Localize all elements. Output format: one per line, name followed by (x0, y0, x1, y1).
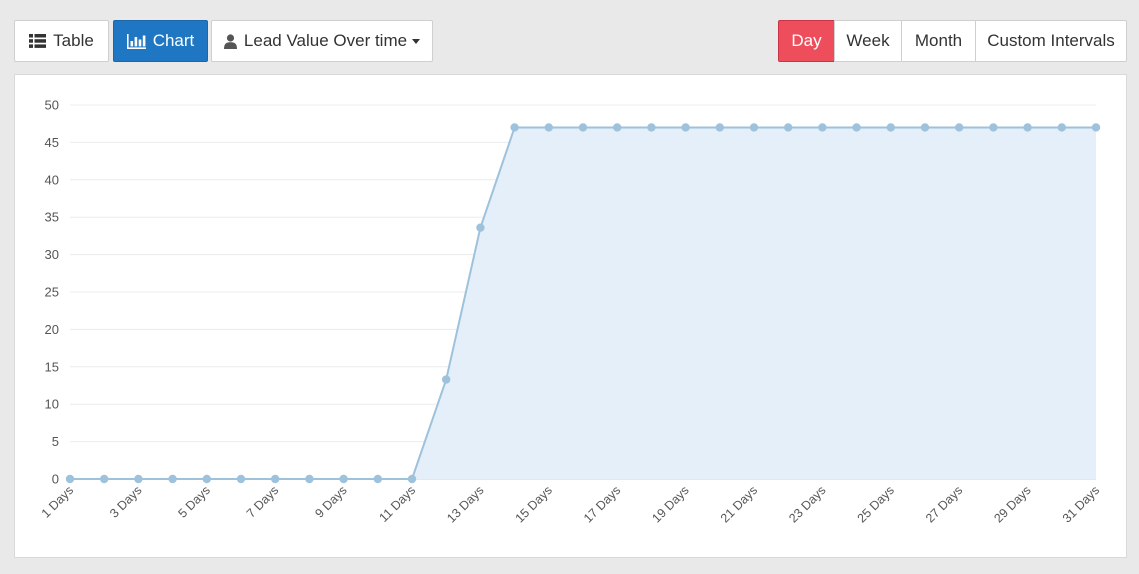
data-point[interactable] (305, 474, 314, 484)
x-tick-label: 25 Days (855, 483, 897, 525)
data-point[interactable] (647, 123, 656, 132)
y-tick-label: 20 (45, 322, 59, 337)
data-point[interactable] (168, 474, 177, 484)
data-point[interactable] (510, 123, 519, 132)
interval-selector: Day Week Month Custom Intervals (778, 20, 1127, 62)
user-icon (223, 33, 237, 49)
data-point[interactable] (476, 223, 485, 232)
data-point[interactable] (100, 474, 109, 484)
x-tick-label: 15 Days (513, 483, 555, 525)
data-point[interactable] (613, 123, 622, 132)
data-point[interactable] (989, 123, 998, 132)
y-tick-label: 25 (45, 285, 59, 300)
y-tick-label: 35 (45, 210, 59, 225)
x-tick-label: 13 Days (444, 483, 486, 525)
y-tick-label: 5 (52, 434, 59, 449)
metric-dropdown[interactable]: Lead Value Over time (211, 20, 433, 62)
list-icon (29, 34, 47, 48)
table-view-label: Table (53, 31, 94, 50)
x-tick-label: 19 Days (649, 483, 691, 525)
y-tick-label: 45 (45, 135, 59, 150)
interval-month-button[interactable]: Month (901, 20, 976, 62)
y-axis-ticks: 0 5 10 15 20 25 30 35 40 45 50 (45, 98, 59, 487)
x-tick-label: 5 Days (176, 483, 213, 520)
interval-day-button[interactable]: Day (778, 20, 835, 62)
x-tick-label: 21 Days (718, 483, 760, 525)
data-point[interactable] (1091, 123, 1101, 132)
data-point[interactable] (407, 474, 417, 484)
y-tick-label: 50 (45, 98, 59, 113)
lead-value-chart: 0 5 10 15 20 25 30 35 40 45 50 1 Days 3 Days 5 Days 7… (39, 98, 1102, 526)
data-point[interactable] (681, 123, 690, 132)
x-tick-label: 7 Days (244, 483, 281, 520)
data-point[interactable] (955, 123, 964, 132)
x-tick-label: 3 Days (107, 483, 144, 520)
data-point[interactable] (818, 123, 827, 132)
series-area (70, 127, 1096, 479)
data-point[interactable] (202, 474, 211, 484)
x-tick-label: 29 Days (991, 483, 1033, 525)
data-point[interactable] (134, 474, 143, 484)
interval-custom-button[interactable]: Custom Intervals (975, 20, 1127, 62)
chart-toolbar: Table Chart Lead Value Over time Day Wee… (14, 20, 1127, 64)
data-point[interactable] (784, 123, 793, 132)
caret-down-icon (412, 38, 421, 44)
x-tick-label: 11 Days (376, 483, 418, 525)
x-tick-label: 17 Days (581, 483, 623, 525)
table-view-button[interactable]: Table (14, 20, 109, 62)
x-axis-ticks: 1 Days 3 Days 5 Days 7 Days 9 Days 11 Days 13 … (39, 483, 1102, 525)
interval-week-button[interactable]: Week (834, 20, 902, 62)
x-tick-label: 31 Days (1060, 483, 1102, 525)
y-tick-label: 10 (45, 397, 59, 412)
y-tick-label: 0 (52, 472, 59, 487)
data-point[interactable] (715, 123, 724, 132)
data-point[interactable] (373, 474, 382, 484)
data-point[interactable] (1057, 123, 1067, 132)
x-tick-label: 9 Days (312, 483, 349, 520)
chart-view-label: Chart (152, 31, 195, 50)
chart-view-button[interactable]: Chart (113, 20, 208, 62)
data-point[interactable] (578, 123, 588, 132)
bar-chart-icon (126, 33, 146, 49)
x-tick-label: 23 Days (786, 483, 828, 525)
data-point[interactable] (65, 474, 75, 484)
y-tick-label: 40 (45, 172, 59, 187)
data-point[interactable] (886, 123, 895, 132)
data-point[interactable] (271, 474, 280, 484)
data-point[interactable] (749, 123, 759, 132)
data-point[interactable] (236, 474, 246, 484)
data-points (65, 123, 1101, 484)
y-tick-label: 30 (45, 247, 59, 262)
data-point[interactable] (339, 474, 348, 484)
y-tick-label: 15 (45, 359, 59, 374)
data-point[interactable] (852, 123, 861, 132)
chart-panel: 0 5 10 15 20 25 30 35 40 45 50 1 Days 3 Days 5 Days 7… (14, 74, 1127, 558)
data-point[interactable] (920, 123, 930, 132)
data-point[interactable] (1023, 123, 1032, 132)
metric-dropdown-label: Lead Value Over time (243, 31, 408, 50)
data-point[interactable] (442, 375, 451, 384)
data-point[interactable] (544, 123, 553, 132)
x-tick-label: 1 Days (39, 483, 76, 520)
x-tick-label: 27 Days (923, 483, 965, 525)
